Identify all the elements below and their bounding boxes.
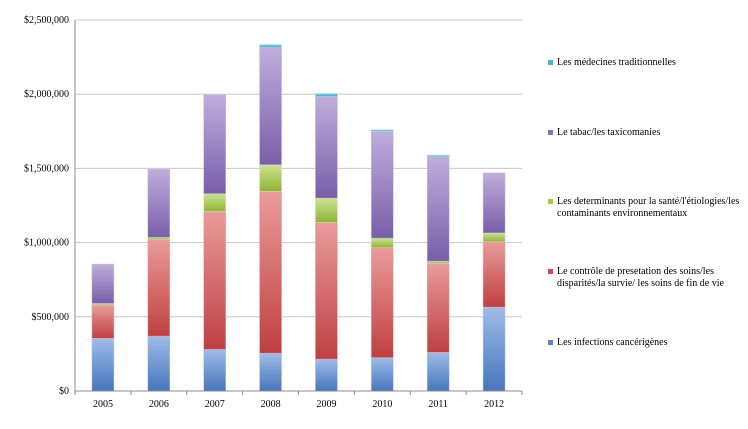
- bar-segment: [203, 193, 226, 212]
- x-tick-label: 2012: [484, 399, 504, 410]
- legend-label: Les infections cancérigènes: [557, 337, 668, 348]
- legend-swatch: [548, 60, 553, 65]
- bar-segment: [426, 260, 450, 264]
- legend-label: Les determinants pour la santé/l'étiolog…: [557, 196, 740, 219]
- y-tick-label: $2,500,000: [24, 15, 69, 26]
- bar-segment: [426, 156, 450, 262]
- bar-segment: [203, 94, 226, 194]
- legend-item-infections: Les infections cancérigènes: [548, 337, 748, 349]
- bar-segment: [426, 263, 450, 353]
- legend-swatch: [548, 199, 553, 204]
- x-tick-label: 2006: [149, 399, 169, 410]
- bar-segment: [315, 93, 338, 97]
- legend-item-care-control: Le contrôle de presetation des soins/les…: [548, 266, 748, 290]
- bar-segment: [482, 241, 506, 308]
- legend-swatch: [548, 130, 553, 135]
- grid-lines: [75, 19, 522, 392]
- bar-segment: [371, 247, 394, 358]
- legend-item-determinants: Les determinants pour la santé/l'étiolog…: [548, 196, 748, 220]
- bar-segment: [371, 357, 394, 392]
- bar-segment: [147, 335, 171, 392]
- bar-segment: [426, 352, 450, 392]
- y-tick-label: $1,000,000: [24, 238, 69, 249]
- bar-segment: [147, 237, 171, 240]
- bar-segment: [371, 237, 394, 249]
- y-tick-label: $500,000: [32, 312, 70, 323]
- bar-segment: [426, 154, 450, 157]
- legend-label: Le contrôle de presetation des soins/les…: [557, 266, 724, 289]
- x-tick-label: 2011: [428, 399, 448, 410]
- bar-segment: [259, 352, 282, 392]
- y-tick-label: $0: [59, 386, 69, 397]
- x-axis: 2005 2006 2007 2008 2009 2010 2011 2012: [74, 390, 523, 410]
- bar-segment: [91, 338, 115, 392]
- legend-label: Les médecines traditionnelles: [557, 57, 676, 68]
- bar-segment: [203, 211, 226, 350]
- bar-segment: [147, 168, 171, 238]
- x-tick-label: 2010: [372, 399, 392, 410]
- bar-segment: [91, 304, 115, 339]
- bars: [91, 44, 506, 392]
- x-tick-label: 2005: [93, 399, 113, 410]
- bar-segment: [91, 263, 115, 304]
- bar-segment: [371, 129, 394, 132]
- bar-segment: [315, 197, 338, 223]
- bar-segment: [371, 131, 394, 239]
- bar-segment: [315, 358, 338, 392]
- bar-segment: [315, 96, 338, 199]
- x-tick-label: 2007: [205, 399, 225, 410]
- y-tick-label: $2,000,000: [24, 89, 69, 100]
- legend-item-traditional-medicine: Les médecines traditionnelles: [548, 57, 748, 69]
- legend-item-tobacco: Le tabac/les taxicomanies: [548, 127, 748, 139]
- legend-label: Le tabac/les taxicomanies: [557, 127, 661, 138]
- bar-segment: [482, 306, 506, 392]
- legend-swatch: [548, 340, 553, 345]
- bar-segment: [259, 44, 282, 48]
- bar-segment: [482, 172, 506, 234]
- legend-swatch: [548, 269, 553, 274]
- bar-segment: [147, 239, 171, 337]
- bar-segment: [259, 191, 282, 354]
- bar-segment: [203, 349, 226, 392]
- bar-segment: [482, 232, 506, 243]
- x-tick-label: 2009: [316, 399, 336, 410]
- x-tick-label: 2008: [261, 399, 281, 410]
- bar-segment: [259, 47, 282, 165]
- legend: Les médecines traditionnelles Le tabac/l…: [548, 0, 748, 429]
- bar-segment: [315, 222, 338, 360]
- y-tick-label: $1,500,000: [24, 163, 69, 174]
- y-axis: $0 $500,000 $1,000,000 $1,500,000 $2,000,000…: [24, 15, 76, 397]
- bar-segment: [259, 164, 282, 192]
